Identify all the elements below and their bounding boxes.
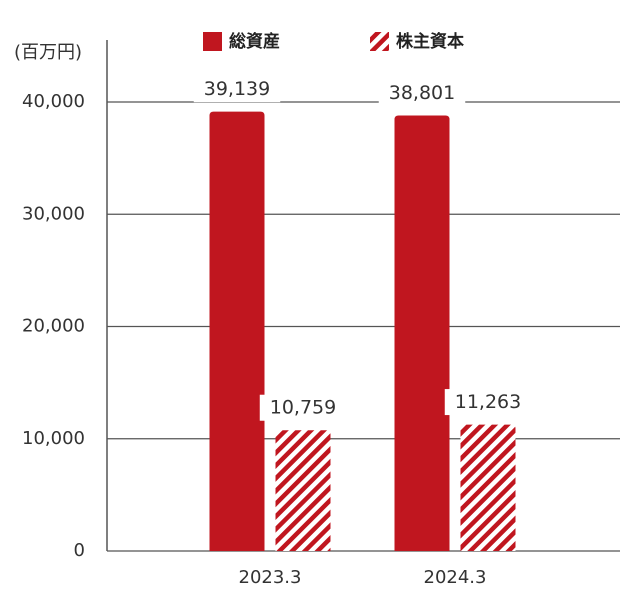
bar <box>209 111 265 551</box>
x-tick-label: 2024.3 <box>424 567 487 588</box>
value-label: 39,139 <box>204 78 270 100</box>
value-label-bg <box>444 389 532 416</box>
legend-label: 総資産 <box>229 31 280 52</box>
value-label: 10,759 <box>270 397 336 419</box>
y-tick-label: 20,000 <box>22 316 85 337</box>
unit-label: (百万円) <box>14 42 82 63</box>
y-tick-label: 30,000 <box>22 203 85 224</box>
value-label-bg <box>259 394 347 421</box>
bar <box>460 424 516 551</box>
bar <box>275 430 331 551</box>
y-tick-label: 40,000 <box>22 91 85 112</box>
legend-swatch <box>370 32 389 51</box>
value-label-bg <box>378 79 466 106</box>
value-label: 11,263 <box>455 391 521 413</box>
value-label: 38,801 <box>389 82 455 104</box>
x-tick-label: 2023.3 <box>239 567 302 588</box>
legend-label: 株主資本 <box>396 31 464 52</box>
y-tick-label: 10,000 <box>22 428 85 449</box>
legend-swatch <box>203 32 222 51</box>
y-tick-label: 0 <box>74 540 85 561</box>
value-label-bg <box>193 76 281 103</box>
bar <box>394 115 450 552</box>
